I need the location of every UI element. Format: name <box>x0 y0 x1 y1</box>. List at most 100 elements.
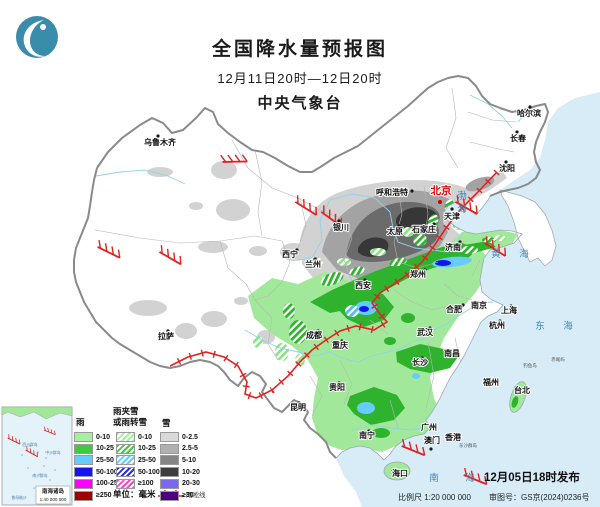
city-marker: 杭州 <box>488 319 506 331</box>
sea-label: 南 <box>429 472 439 484</box>
city-label: 澳门 <box>424 435 440 445</box>
coastline <box>335 195 523 461</box>
rain-area-light <box>248 230 518 452</box>
freezing-rain-line <box>168 169 500 402</box>
city-marker: 合肥 <box>444 303 465 315</box>
city-label: 昆明 <box>290 402 306 412</box>
forecast-date-range: 12月11日20时—12日20时 <box>217 71 383 86</box>
city-label: 长春 <box>510 133 526 143</box>
inset-island-label: 曾母暗沙 <box>11 495 26 500</box>
sea-label: 海 <box>519 248 529 260</box>
island-label: 东沙群岛 <box>459 442 477 449</box>
city-marker: 海口 <box>391 467 409 479</box>
inset-island-label: 南沙群岛 <box>32 473 47 478</box>
national-border <box>73 75 549 459</box>
city-marker: 昆明 <box>289 401 307 413</box>
city-label: 上海 <box>501 305 517 315</box>
city-label: 西宁 <box>282 249 298 259</box>
publish-time: 12月05日18时发布 <box>484 472 580 484</box>
city-marker: 北京 <box>430 183 453 204</box>
inset-island-dots <box>21 445 56 489</box>
gale-symbol <box>95 239 124 259</box>
city-label: 台北 <box>514 385 530 395</box>
city-label: 海口 <box>392 468 408 478</box>
city-label: 兰州 <box>305 259 321 269</box>
city-marker: 南昌 <box>443 347 461 359</box>
city-marker: 沈阳 <box>498 160 516 174</box>
sea-label: 渤 <box>457 190 467 202</box>
city-marker: 西宁 <box>281 248 299 260</box>
city-label: 哈尔滨 <box>517 108 541 118</box>
city-marker: 南京 <box>470 299 488 311</box>
sea-area <box>336 92 600 507</box>
city-label: 南京 <box>471 300 487 310</box>
city-label: 福州 <box>482 377 499 387</box>
inset-label-box <box>35 485 71 505</box>
city-marker: 重庆 <box>331 339 349 351</box>
logo-swirl <box>23 20 45 57</box>
gale-symbol <box>292 194 322 216</box>
city-label: 银川 <box>332 222 349 232</box>
city-label: 广州 <box>421 422 437 432</box>
approval-number: 审图号：GS京(2024)0236号 <box>489 493 590 502</box>
city-label: 香港 <box>444 432 462 442</box>
city-label: 长沙 <box>412 357 428 367</box>
sea-label: 东 <box>535 320 545 332</box>
city-marker: 澳门 <box>423 434 441 451</box>
sea-label: 海 <box>563 320 573 332</box>
inset-island-label: 西沙群岛 <box>22 442 37 447</box>
sea-label: 海 <box>465 472 475 484</box>
city-marker: 香港 <box>443 431 463 443</box>
rain-areas-heavy <box>355 256 472 414</box>
inset-scale: 1:40 000 000 <box>40 497 67 502</box>
city-label: 贵阳 <box>329 382 345 392</box>
sea-labels-layer: 渤海黄 海东 海南海 <box>429 190 573 484</box>
city-label: 呼和浩特 <box>376 187 408 197</box>
city-label: 杭州 <box>489 320 505 330</box>
city-label: 西安 <box>355 280 371 290</box>
city-marker: 台北 <box>513 384 531 396</box>
city-marker: 天津 <box>443 207 461 222</box>
city-marker: 长沙 <box>411 356 429 368</box>
hainan-island <box>383 461 411 481</box>
gale-symbol <box>156 244 186 266</box>
city-label: 成都 <box>306 330 322 340</box>
city-marker: 石家庄 <box>410 222 437 235</box>
city-marker: 贵阳 <box>328 381 346 393</box>
title-block: 全国降水量预报图 12月11日20时—12日20时 中央气象台 <box>150 34 450 113</box>
taiwan-island <box>509 381 527 413</box>
city-marker: 成都 <box>305 329 323 341</box>
logo-dot <box>40 24 46 30</box>
snow-core-1 <box>395 207 439 233</box>
island-label: 赤尾屿 <box>551 356 565 363</box>
inset-island-label: 中沙群岛 <box>45 450 60 455</box>
city-label: 北京 <box>431 184 452 197</box>
province-borders <box>94 87 517 429</box>
city-label: 石家庄 <box>411 224 436 234</box>
city-marker: 银川 <box>331 219 350 233</box>
city-label: 合肥 <box>445 304 462 314</box>
issuing-org: 中央气象台 <box>257 95 343 112</box>
city-label: 南宁 <box>359 430 375 440</box>
rivers <box>95 94 531 431</box>
korea-landmass <box>499 189 557 267</box>
city-label: 太原 <box>386 226 403 236</box>
city-label: 武汉 <box>417 327 434 337</box>
city-label: 拉萨 <box>158 331 174 341</box>
city-marker: 济南 <box>444 240 462 253</box>
city-marker: 福州 <box>481 376 500 388</box>
city-marker: 武汉 <box>416 326 435 338</box>
sea-label: 海 <box>457 203 467 215</box>
city-label: 重庆 <box>332 340 348 350</box>
city-marker: 广州 <box>420 421 438 433</box>
inset-title: 南海诸岛 <box>42 487 65 495</box>
page-title: 全国降水量预报图 <box>211 39 388 60</box>
island-label: 钓鱼岛 <box>523 362 537 369</box>
city-label: 天津 <box>444 211 460 221</box>
city-marker: 呼和浩特 <box>375 186 414 198</box>
